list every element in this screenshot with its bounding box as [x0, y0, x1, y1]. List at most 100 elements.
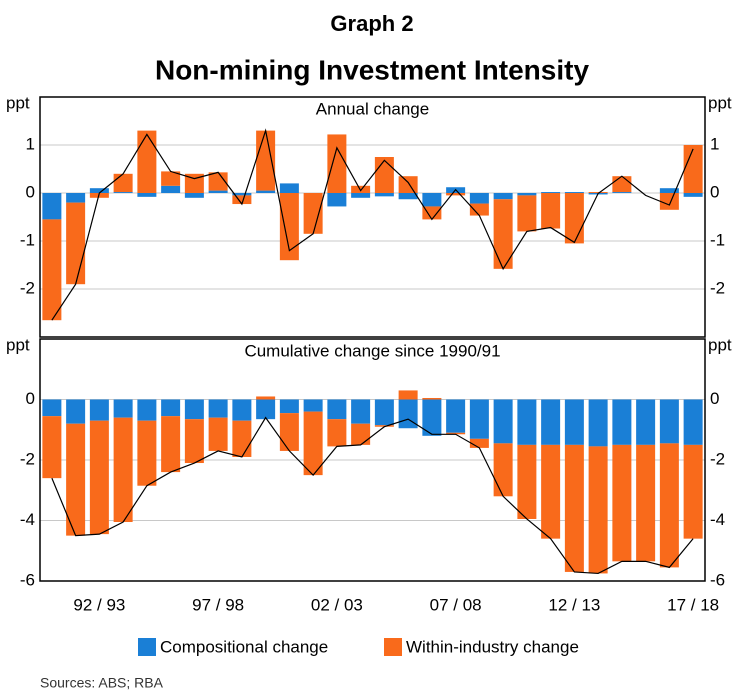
bar	[588, 399, 608, 447]
bar	[327, 193, 347, 207]
bar	[113, 417, 133, 523]
bar	[89, 420, 109, 535]
bar	[374, 399, 394, 426]
bar	[659, 443, 679, 568]
bar	[256, 399, 276, 420]
x-tick-label: 92 / 93	[73, 595, 125, 614]
y-axis-label: ppt	[6, 93, 30, 112]
bar	[564, 399, 584, 445]
bar	[517, 399, 537, 445]
bar	[42, 416, 62, 479]
bar	[327, 399, 347, 420]
y-tick-label: 0	[26, 389, 35, 408]
bar	[493, 443, 513, 497]
bar	[232, 193, 252, 196]
bar	[137, 399, 157, 421]
y-tick-label: -6	[20, 570, 35, 589]
bar	[113, 173, 133, 193]
y2-tick-label: 0	[710, 389, 719, 408]
total-line	[51, 416, 694, 575]
bar	[113, 192, 133, 193]
bar	[303, 193, 323, 234]
legend-swatch	[138, 638, 156, 656]
bar	[232, 195, 252, 205]
bar	[422, 193, 442, 207]
bar	[66, 423, 86, 536]
y2-axis-label: ppt	[708, 93, 732, 112]
plot-frame	[39, 96, 706, 338]
bar	[184, 173, 204, 193]
y2-axis-label: ppt	[708, 335, 732, 354]
bar	[351, 193, 371, 198]
bar	[113, 399, 133, 418]
bar	[303, 411, 323, 476]
bar	[636, 444, 656, 562]
bar	[493, 399, 513, 444]
bar	[374, 157, 394, 193]
bar	[422, 397, 442, 400]
chart-subtitle: Non-mining Investment Intensity	[155, 54, 589, 85]
bar	[446, 399, 466, 433]
bar	[612, 444, 632, 562]
bar	[89, 193, 109, 198]
bar	[612, 192, 632, 193]
bar	[541, 192, 561, 193]
bar	[469, 438, 489, 448]
bar	[422, 206, 442, 220]
bar	[541, 444, 561, 539]
bar	[137, 193, 157, 197]
y-tick-label: -2	[20, 278, 35, 297]
panel-title: Annual change	[316, 99, 429, 118]
bar	[66, 399, 86, 424]
bar	[184, 193, 204, 198]
bar	[351, 423, 371, 445]
chart-title: Graph 2	[330, 11, 413, 36]
y-tick-label: -2	[20, 449, 35, 468]
bar	[446, 193, 466, 196]
bar	[161, 416, 181, 473]
bar	[208, 417, 228, 451]
bar	[42, 399, 62, 417]
bar	[303, 399, 323, 412]
bar	[184, 399, 204, 420]
bar	[636, 399, 656, 445]
bar	[564, 193, 584, 244]
y2-tick-label: -2	[710, 449, 725, 468]
bar	[469, 399, 489, 439]
bar	[588, 192, 608, 193]
legend-label: Within-industry change	[406, 637, 579, 656]
x-tick-label: 17 / 18	[667, 595, 719, 614]
bar	[446, 432, 466, 435]
bar	[541, 399, 561, 445]
panel-title: Cumulative change since 1990/91	[244, 341, 500, 360]
bar	[256, 396, 276, 400]
bar	[683, 399, 703, 445]
bar	[564, 192, 584, 193]
bar	[137, 130, 157, 193]
bar	[161, 185, 181, 193]
bar	[541, 193, 561, 229]
bar	[517, 444, 537, 519]
bar	[256, 190, 276, 193]
bar	[374, 425, 394, 427]
y-tick-label: -1	[20, 230, 35, 249]
bar	[659, 193, 679, 210]
y-axis-label: ppt	[6, 335, 30, 354]
y-tick-label: 0	[26, 182, 35, 201]
bar	[208, 172, 228, 191]
bar	[208, 190, 228, 193]
y2-tick-label: -6	[710, 570, 725, 589]
legend-label: Compositional change	[160, 637, 328, 656]
bar	[398, 390, 418, 400]
bar	[659, 399, 679, 444]
bar	[493, 199, 513, 269]
bar	[66, 193, 86, 203]
bar	[588, 446, 608, 574]
bar	[89, 399, 109, 421]
bar	[66, 202, 86, 285]
bar	[279, 183, 299, 193]
bar	[469, 203, 489, 216]
bar	[42, 193, 62, 220]
bar	[612, 399, 632, 445]
bar	[89, 188, 109, 193]
